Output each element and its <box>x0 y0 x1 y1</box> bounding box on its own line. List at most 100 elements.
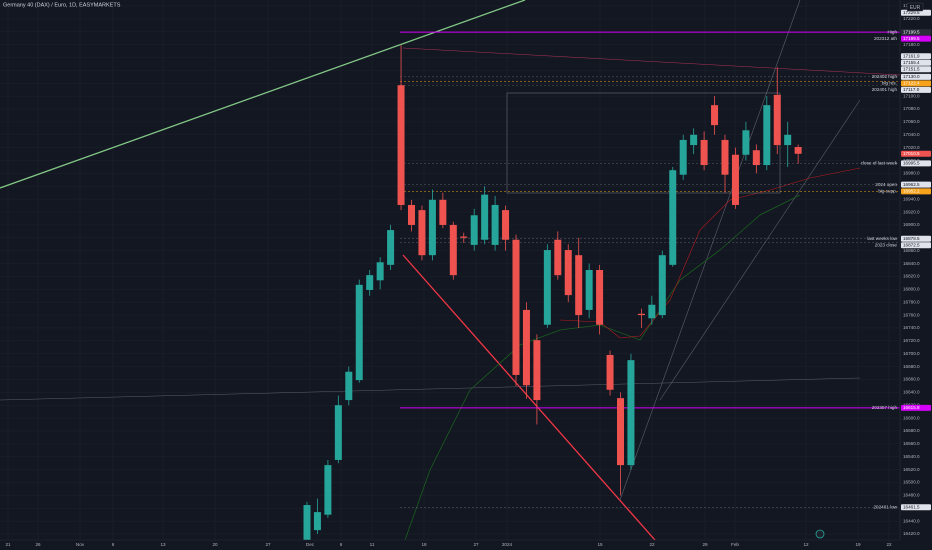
price-label-box <box>901 35 931 42</box>
price-label-box <box>901 53 931 60</box>
candle-body <box>324 465 332 515</box>
price-label: 17199.5 <box>903 36 920 41</box>
price-label: 17122.4 <box>903 81 920 86</box>
candle-body <box>575 255 583 316</box>
price-label-box <box>901 235 931 242</box>
price-label-box <box>901 80 931 87</box>
y-tick-label: 16520.0 <box>903 467 920 472</box>
candle-body <box>596 270 604 325</box>
y-tick-label: 16480.0 <box>903 493 920 498</box>
trend-line <box>402 47 900 76</box>
candle-body <box>481 194 489 240</box>
y-tick-label: 16540.0 <box>903 454 920 459</box>
candle-body <box>439 199 447 225</box>
price-label-box <box>901 59 931 66</box>
y-tick-label: 16580.0 <box>903 428 920 433</box>
x-tick-label: 11 <box>370 542 375 547</box>
y-tick-label: 16800.0 <box>903 287 920 292</box>
price-label: 16962.5 <box>903 182 920 187</box>
candle-body <box>366 275 374 290</box>
price-label: 16952.2 <box>903 189 920 194</box>
candle-body <box>784 134 792 146</box>
candle-body <box>345 371 353 401</box>
y-tick-label: 16760.0 <box>903 312 920 317</box>
y-tick-label: 16920.0 <box>903 209 920 214</box>
trend-line <box>0 0 526 189</box>
y-tick-label: 16640.0 <box>903 390 920 395</box>
y-tick-label: 17020.0 <box>903 145 920 150</box>
y-tick-label: 16680.0 <box>903 364 920 369</box>
y-tick-label: 16700.0 <box>903 351 920 356</box>
candles <box>303 45 802 540</box>
x-tick-label: 27 <box>265 542 271 547</box>
price-label: 17130.0 <box>903 74 920 79</box>
x-tick-label: 2024 <box>502 542 513 547</box>
x-tick-label: Feb <box>731 542 739 547</box>
candle-body <box>470 215 478 245</box>
level-note: High <box>888 29 898 34</box>
candle-body <box>522 309 530 386</box>
x-tick-label: 29 <box>702 542 708 547</box>
x-tick-label: 13 <box>160 542 166 547</box>
candle-body <box>564 250 572 296</box>
level-note: big res. <box>882 81 897 86</box>
candle-body <box>428 199 436 256</box>
x-tick-label: 20 <box>212 542 218 547</box>
level-note: 2023 close <box>875 242 898 247</box>
level-note: 202402 high <box>872 74 898 79</box>
candle-body <box>752 150 760 166</box>
y-tick-label: 17040.0 <box>903 132 920 137</box>
moving-average <box>559 167 861 339</box>
level-note: 2024 open <box>875 182 897 187</box>
currency: EUR <box>910 5 921 11</box>
channel-line <box>659 99 861 401</box>
candle-body <box>543 250 551 325</box>
candle-body <box>721 139 729 175</box>
y-tick-label: 16820.0 <box>903 274 920 279</box>
x-tick-label: 19 <box>855 542 861 547</box>
x-tick-label: 6 <box>112 542 115 547</box>
replay-icon[interactable] <box>815 529 825 539</box>
x-tick-label: Nov <box>76 542 85 547</box>
level-note: 202401 low <box>874 504 898 509</box>
y-tick-label: 16660.0 <box>903 377 920 382</box>
candle-body <box>585 270 593 310</box>
y-tick-label: 16600.0 <box>903 415 920 420</box>
candle-body <box>512 239 520 375</box>
x-tick-label: 12 <box>803 542 809 547</box>
level-note: 202312 ath <box>874 36 897 41</box>
price-label-box <box>901 86 931 93</box>
y-tick-label: 17220.0 <box>903 16 920 21</box>
price-label-box <box>901 181 931 188</box>
y-tick-label: 16420.0 <box>903 531 920 536</box>
y-tick-label: 16780.0 <box>903 299 920 304</box>
candle-body <box>449 224 457 276</box>
candle-body <box>794 147 802 154</box>
price-label-box <box>901 66 931 73</box>
x-tick-label: 26 <box>35 542 41 547</box>
candle-body <box>554 239 562 276</box>
candle-body <box>658 255 666 316</box>
candle-body <box>679 139 687 175</box>
chart-title: Germany 40 (DAX) / Euro, 1D, EASYMARKETS <box>3 2 121 8</box>
price-label: 17117.0 <box>903 87 920 92</box>
candle-body <box>669 170 677 265</box>
price-label: 16878.5 <box>903 236 920 241</box>
x-tick-label: 6 <box>340 542 343 547</box>
price-label-box <box>901 188 931 195</box>
candle-body <box>637 313 645 316</box>
price-label: 17199.5 <box>903 29 920 34</box>
level-note: close of last week <box>861 161 898 166</box>
y-tick-label: 16940.0 <box>903 196 920 201</box>
candle-body <box>313 512 321 531</box>
price-label-box <box>901 73 931 80</box>
y-tick-label: 16840.0 <box>903 261 920 266</box>
price-label-box <box>901 29 931 36</box>
channel-line <box>619 0 801 501</box>
x-tick-label: 15 <box>597 542 603 547</box>
candle-body <box>491 204 499 245</box>
candle-body <box>303 505 311 540</box>
y-tick-label: 16980.0 <box>903 171 920 176</box>
y-tick-label: 17060.0 <box>903 119 920 124</box>
